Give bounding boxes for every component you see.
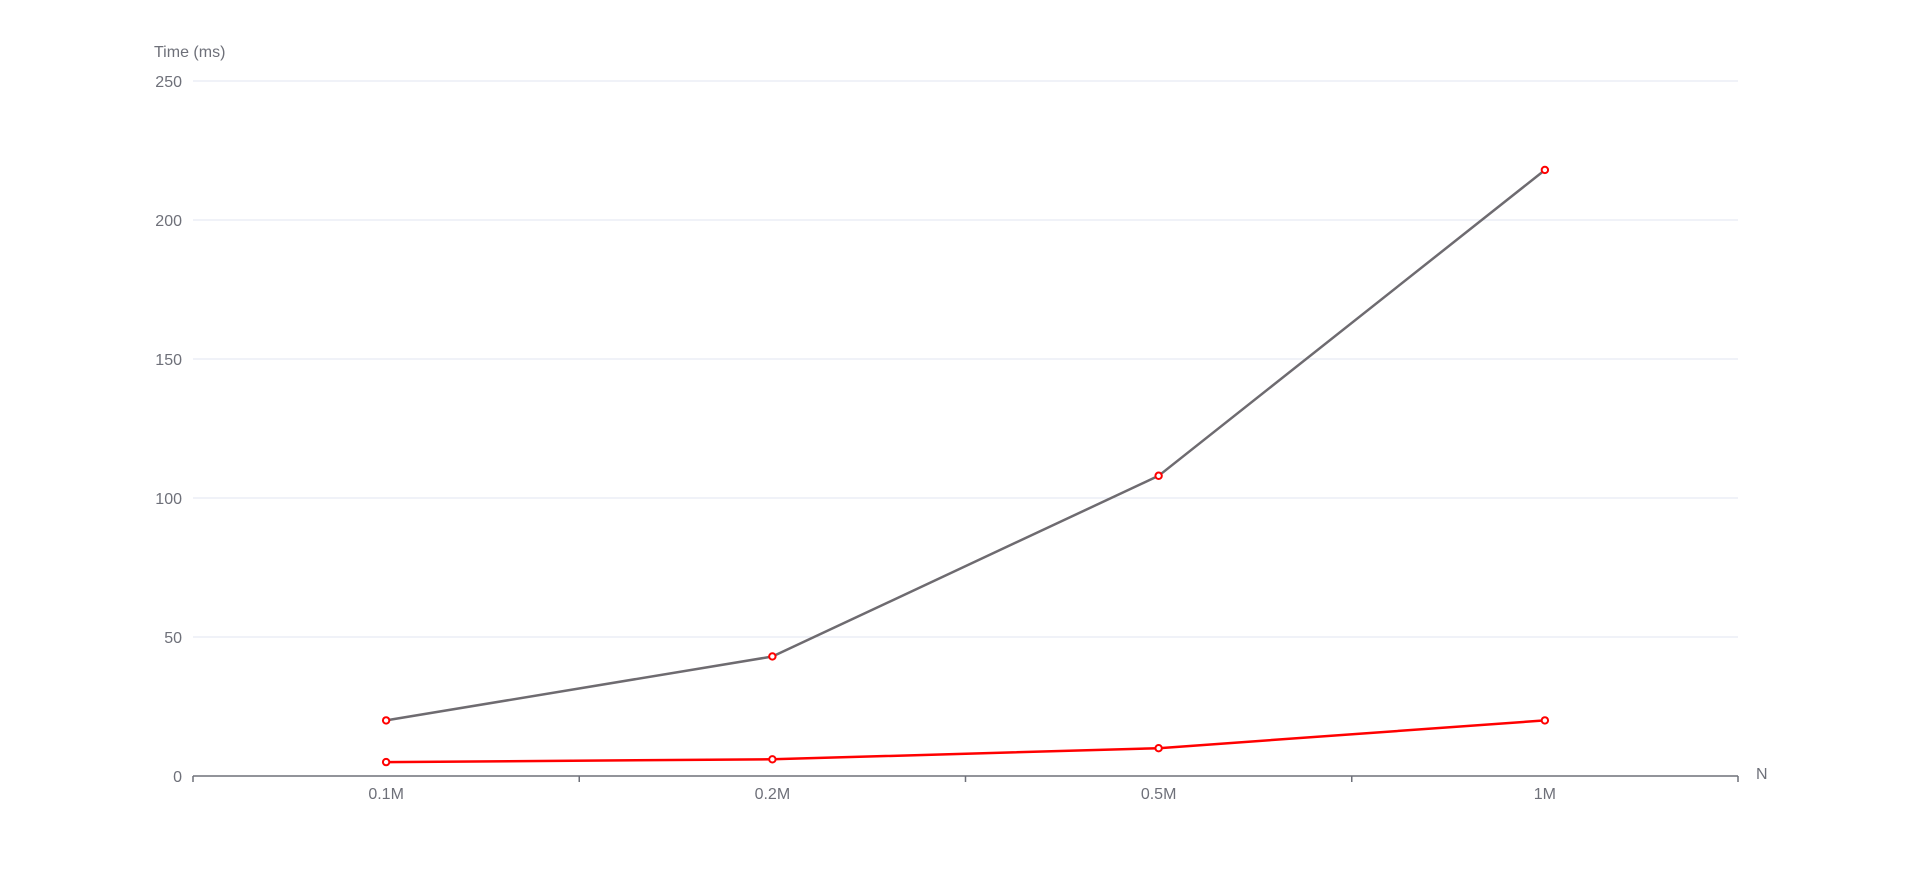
y-tick-label: 200 xyxy=(155,213,182,230)
grid-lines xyxy=(193,80,1738,638)
data-point xyxy=(1154,744,1163,753)
data-point xyxy=(1540,716,1550,725)
y-tick-label: 250 xyxy=(155,74,182,91)
data-point xyxy=(768,755,777,764)
y-axis-title: Time (ms) xyxy=(154,44,225,61)
y-tick-label: 150 xyxy=(155,352,182,369)
series-lines xyxy=(384,168,1547,764)
data-point xyxy=(381,757,391,767)
data-point xyxy=(1154,471,1163,480)
y-tick-label: 100 xyxy=(155,491,182,508)
x-tick-label: 1M xyxy=(1534,786,1556,803)
data-point xyxy=(1540,165,1550,175)
data-markers xyxy=(381,165,1550,767)
axis-labels: Time (ms) N 0 50 100 150 200 250 0.1M 0.2M 0.5M 1… xyxy=(154,44,1768,803)
axes xyxy=(192,775,1739,782)
x-axis-title: N xyxy=(1756,766,1768,783)
y-tick-label: 0 xyxy=(173,769,182,786)
series-line-2 xyxy=(384,719,1547,764)
x-tick-label: 0.2M xyxy=(755,786,791,803)
x-tick-label: 0.5M xyxy=(1141,786,1177,803)
data-point xyxy=(768,652,777,661)
y-tick-label: 50 xyxy=(164,630,182,647)
x-tick-label: 0.1M xyxy=(368,786,404,803)
data-point xyxy=(381,716,391,725)
series-line-1 xyxy=(384,168,1547,722)
